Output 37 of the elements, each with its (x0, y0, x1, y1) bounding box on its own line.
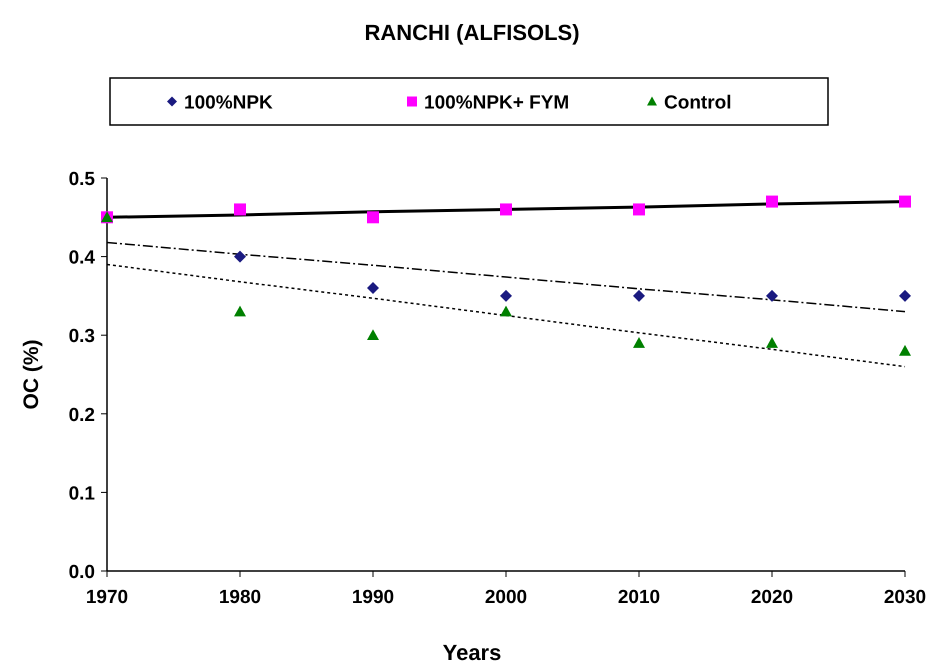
x-tick-label: 1980 (218, 587, 262, 608)
legend-label: 100%NPK+ FYM (424, 92, 570, 114)
x-tick-label: 2030 (884, 587, 926, 608)
y-tick-label: 0.4 (68, 248, 96, 269)
point (633, 337, 645, 348)
point (367, 329, 379, 340)
point (500, 290, 512, 302)
point (899, 290, 911, 302)
x-tick-label: 2000 (484, 587, 528, 608)
y-axis-title: OC (%) (20, 340, 43, 410)
point (899, 344, 911, 356)
x-tick-label: 2020 (750, 587, 794, 608)
y-tick-label: 0.2 (68, 404, 95, 426)
point (367, 282, 379, 294)
point (633, 290, 645, 302)
point (766, 196, 778, 208)
point (234, 203, 246, 216)
y-tick-label: 0.5 (68, 169, 96, 190)
point (766, 290, 778, 302)
point (500, 203, 512, 216)
point (633, 203, 645, 216)
x-tick-label: 1990 (352, 587, 394, 608)
point (766, 337, 778, 348)
legend-label: Control (664, 92, 732, 114)
y-tick-label: 0.1 (68, 483, 96, 504)
point (500, 306, 512, 316)
point (234, 306, 246, 316)
point (367, 211, 379, 224)
legend-label: 100%NPK (184, 92, 273, 114)
x-axis-title: Years (442, 640, 502, 665)
x-tick-label: 1970 (86, 587, 128, 608)
point (234, 250, 246, 263)
point (899, 196, 911, 208)
x-tick-label: 2010 (618, 587, 660, 608)
y-tick-label: 0.3 (68, 326, 95, 348)
chart-title: RANCHI (ALFISOLS) (364, 20, 580, 45)
y-tick-label: 0.0 (68, 562, 95, 583)
